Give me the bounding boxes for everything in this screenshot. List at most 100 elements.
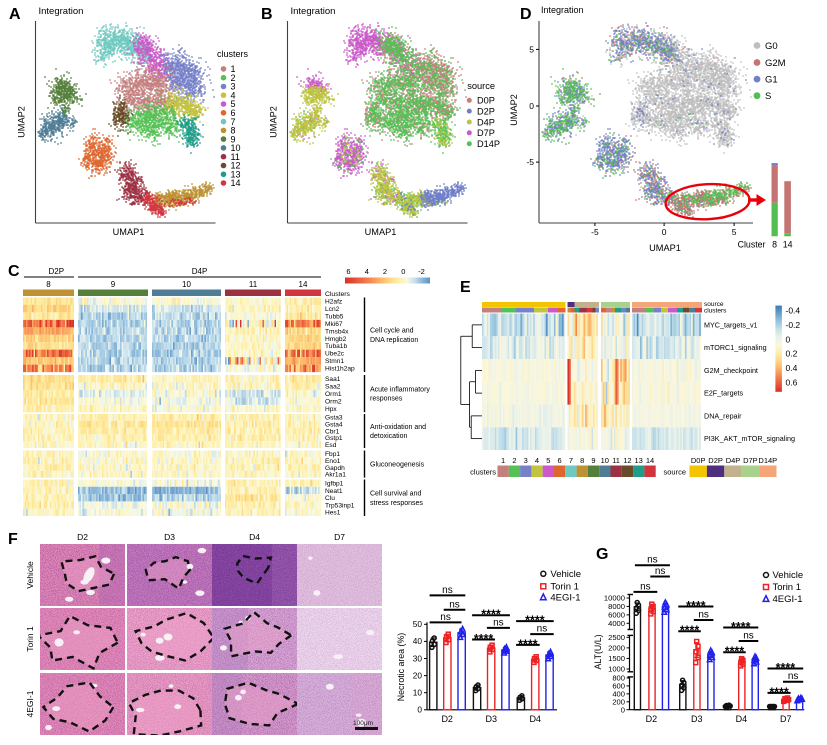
svg-text:ALT(U/L): ALT(U/L) (593, 634, 603, 669)
svg-text:3: 3 (524, 456, 528, 465)
svg-text:800: 800 (612, 674, 625, 683)
svg-text:30: 30 (413, 653, 423, 663)
svg-text:D7: D7 (780, 714, 792, 724)
svg-text:0: 0 (786, 334, 791, 344)
svg-text:D2: D2 (441, 714, 453, 724)
svg-text:3: 3 (231, 82, 236, 92)
svg-text:****: **** (525, 614, 545, 628)
svg-text:UMAP1: UMAP1 (649, 243, 681, 253)
svg-text:D2P: D2P (477, 106, 495, 116)
svg-text:Fbp1: Fbp1 (325, 451, 340, 458)
svg-text:0.2: 0.2 (786, 349, 798, 359)
svg-text:6: 6 (231, 108, 236, 118)
svg-text:D2: D2 (646, 714, 658, 724)
svg-text:D7: D7 (334, 532, 345, 542)
svg-text:source: source (704, 301, 724, 308)
svg-text:D4P: D4P (192, 267, 208, 276)
svg-text:8: 8 (580, 456, 584, 465)
svg-text:****: **** (769, 685, 789, 699)
svg-text:2: 2 (383, 267, 387, 276)
svg-text:1: 1 (501, 456, 505, 465)
svg-text:2500: 2500 (608, 633, 625, 642)
svg-text:clusters: clusters (217, 49, 249, 59)
svg-text:200: 200 (612, 697, 625, 706)
svg-text:E2F_targets: E2F_targets (704, 389, 744, 398)
svg-text:Vehicle: Vehicle (773, 570, 804, 581)
svg-text:0: 0 (529, 101, 534, 111)
svg-text:Vehicle: Vehicle (550, 569, 581, 580)
svg-text:MYC_targets_v1: MYC_targets_v1 (704, 320, 758, 329)
svg-text:13: 13 (635, 456, 643, 465)
svg-text:G: G (596, 546, 608, 563)
svg-text:4000: 4000 (608, 619, 625, 628)
svg-text:0: 0 (662, 227, 667, 237)
svg-text:5: 5 (546, 456, 550, 465)
svg-text:H2afz: H2afz (325, 299, 342, 306)
svg-text:Acute inflammatory: Acute inflammatory (370, 386, 430, 393)
svg-text:Hes1: Hes1 (325, 510, 341, 517)
svg-text:5: 5 (231, 99, 236, 109)
svg-text:0.4: 0.4 (786, 363, 798, 373)
svg-text:****: **** (776, 661, 796, 675)
svg-text:4: 4 (365, 267, 369, 276)
svg-text:C: C (8, 263, 20, 280)
svg-text:D: D (520, 6, 532, 23)
svg-text:ns: ns (788, 671, 799, 682)
svg-text:5: 5 (529, 44, 534, 54)
svg-text:14: 14 (299, 280, 308, 289)
svg-text:Cell survival and: Cell survival and (370, 491, 421, 498)
svg-text:D2: D2 (77, 532, 88, 542)
svg-text:Tmsb4x: Tmsb4x (325, 328, 349, 335)
svg-text:Cbr1: Cbr1 (325, 428, 340, 435)
svg-text:6: 6 (558, 456, 562, 465)
svg-text:D2P: D2P (708, 456, 723, 465)
svg-text:Vehicle: Vehicle (25, 561, 35, 589)
svg-text:Mki67: Mki67 (325, 321, 343, 328)
svg-text:Akr1a1: Akr1a1 (325, 472, 346, 479)
svg-text:5: 5 (732, 227, 737, 237)
svg-text:4EGI-1: 4EGI-1 (550, 592, 580, 603)
svg-text:6000: 6000 (608, 610, 625, 619)
svg-text:14: 14 (231, 178, 241, 188)
svg-text:Lcn2: Lcn2 (325, 306, 340, 313)
svg-text:Clusters: Clusters (325, 291, 351, 298)
svg-text:PI3K_AKT_mTOR_signaling: PI3K_AKT_mTOR_signaling (704, 434, 795, 443)
svg-text:Orm2: Orm2 (325, 398, 342, 405)
svg-text:-0.4: -0.4 (786, 306, 801, 316)
svg-text:****: **** (725, 645, 745, 659)
svg-text:1500: 1500 (608, 654, 625, 663)
svg-text:-2: -2 (418, 267, 425, 276)
svg-text:D14P: D14P (758, 456, 777, 465)
svg-text:10: 10 (231, 143, 241, 153)
svg-text:Gsta4: Gsta4 (325, 422, 343, 429)
svg-text:ns: ns (440, 612, 451, 623)
svg-text:ns: ns (743, 631, 754, 642)
svg-text:clusters: clusters (704, 308, 727, 315)
svg-text:8: 8 (772, 240, 777, 250)
svg-text:G0: G0 (765, 41, 778, 52)
svg-text:source: source (663, 468, 686, 477)
svg-text:1000: 1000 (608, 665, 625, 674)
svg-text:Tuba1b: Tuba1b (325, 343, 347, 350)
svg-text:400: 400 (612, 689, 625, 698)
svg-text:40: 40 (413, 636, 423, 646)
svg-text:10: 10 (413, 688, 423, 698)
svg-text:F: F (8, 531, 18, 548)
svg-text:Integration: Integration (291, 6, 336, 17)
svg-text:****: **** (481, 608, 501, 622)
svg-text:****: **** (686, 599, 706, 613)
svg-text:10000: 10000 (604, 594, 625, 603)
svg-text:G2M: G2M (765, 58, 786, 69)
svg-text:2000: 2000 (608, 643, 625, 652)
svg-text:UMAP1: UMAP1 (365, 227, 397, 237)
svg-text:****: **** (731, 620, 751, 634)
svg-text:ns: ns (655, 566, 666, 577)
svg-text:Hist1h2ap: Hist1h2ap (325, 366, 355, 373)
svg-text:0: 0 (417, 705, 422, 715)
svg-text:12: 12 (623, 456, 631, 465)
svg-text:Ube2c: Ube2c (325, 351, 345, 358)
svg-text:D4P: D4P (477, 117, 495, 127)
svg-text:10: 10 (601, 456, 609, 465)
svg-text:2: 2 (512, 456, 516, 465)
svg-text:Cluster: Cluster (738, 240, 766, 250)
